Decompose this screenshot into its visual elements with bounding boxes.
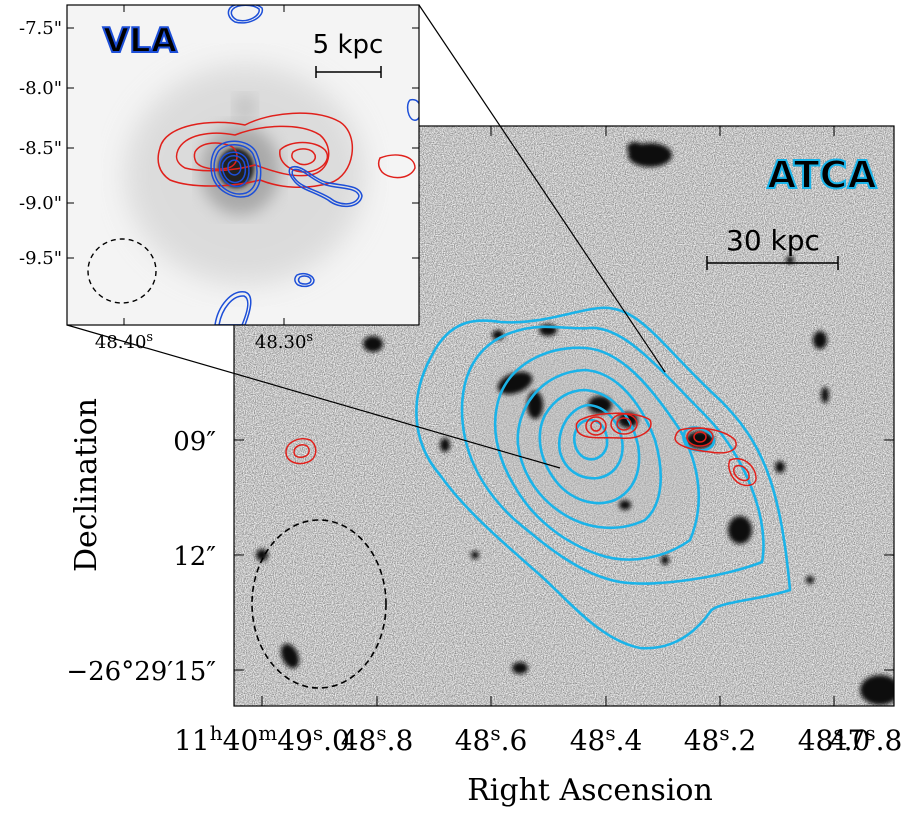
xtick-49-0: 11h40m49s.0 bbox=[174, 721, 350, 757]
scale-bar-5kpc: 5 kpc bbox=[313, 30, 384, 78]
xtick-48-0: 48s.0 bbox=[798, 721, 871, 757]
radio-contours-main bbox=[285, 412, 757, 487]
galaxy-sources bbox=[256, 142, 894, 705]
xtick-48-8: 48s.8 bbox=[341, 721, 414, 757]
vla-contours bbox=[210, 5, 419, 325]
atca-beam-ellipse bbox=[251, 519, 387, 689]
inset-xtick-labels: 48.40s 48.30s bbox=[95, 330, 313, 353]
radio-contours-inset bbox=[157, 112, 416, 189]
xtick-48-6: 48s.6 bbox=[455, 721, 528, 757]
xtick-48-4: 48s.4 bbox=[570, 721, 643, 757]
vla-label: VLA bbox=[103, 21, 178, 61]
xtick-47-8: 47s.8 bbox=[830, 721, 903, 757]
inset-ytick-8-0: -8.0" bbox=[19, 78, 62, 99]
inset-ytick-9-0: -9.0" bbox=[19, 193, 62, 214]
zoom-connector-lines bbox=[66, 4, 666, 469]
x-axis-title: Right Ascension bbox=[467, 773, 713, 808]
scale-bar-30kpc-label: 30 kpc bbox=[726, 224, 820, 257]
inset-vla-panel: VLA 5 kpc -7.5" -8.0" -8.5" -9.0" -9.5" … bbox=[19, 4, 420, 353]
ytick-15: −26°29′15″ bbox=[66, 657, 216, 687]
scale-bar-30kpc: 30 kpc bbox=[706, 224, 839, 270]
y-axis-title: Declination bbox=[69, 398, 104, 572]
inset-ytick-7-5: -7.5" bbox=[19, 18, 62, 39]
ytick-12: 12″ bbox=[173, 542, 216, 572]
inset-ytick-9-5: -9.5" bbox=[19, 248, 62, 269]
inset-xtick-48-40: 48.40s bbox=[95, 330, 153, 353]
inset-ytick-8-5: -8.5" bbox=[19, 138, 62, 159]
scale-bar-5kpc-label: 5 kpc bbox=[313, 30, 384, 60]
inset-xtick-48-30: 48.30s bbox=[255, 330, 313, 353]
atca-label: ATCA bbox=[767, 153, 877, 197]
inset-ticks bbox=[67, 5, 419, 325]
main-frame bbox=[233, 125, 895, 707]
xtick-48-2: 48s.2 bbox=[684, 721, 757, 757]
main-ytick-labels: 09″ 12″ −26°29′15″ bbox=[66, 427, 216, 687]
inset-ytick-labels: -7.5" -8.0" -8.5" -9.0" -9.5" bbox=[19, 18, 62, 269]
ytick-09: 09″ bbox=[173, 427, 216, 457]
inset-frame bbox=[66, 4, 420, 326]
main-xtick-labels: 11h40m49s.0 48s.8 48s.6 48s.4 48s.2 48s.… bbox=[174, 721, 902, 757]
atca-contours bbox=[415, 306, 792, 650]
vla-beam-ellipse bbox=[87, 238, 157, 304]
